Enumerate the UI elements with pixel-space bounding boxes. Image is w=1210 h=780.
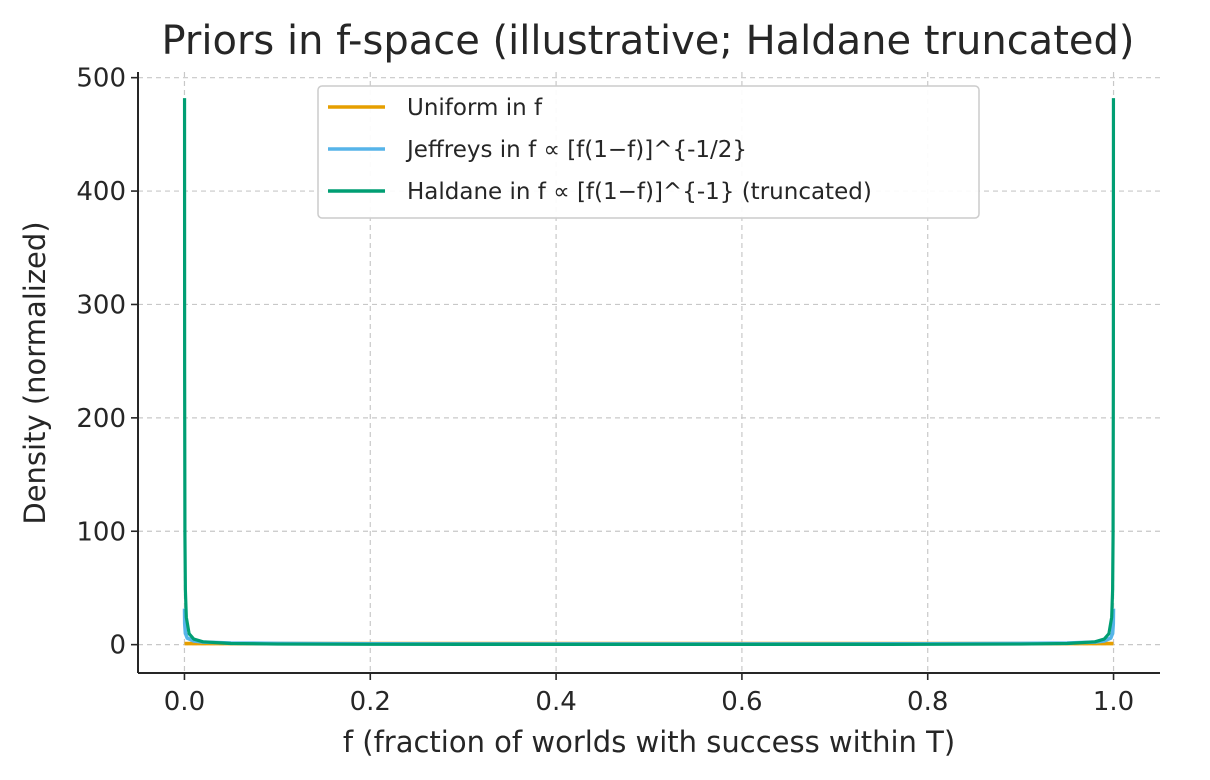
y-tick-label-2: 200 (76, 404, 126, 434)
x-tick-label-2: 0.4 (535, 687, 576, 717)
x-tick-label-4: 0.8 (907, 687, 948, 717)
x-tick-label-1: 0.2 (350, 687, 391, 717)
legend: Uniform in f Jeffreys in f ∝ [f(1−f)]^{-1… (317, 85, 980, 219)
legend-label-1: Jeffreys in f ∝ [f(1−f)]^{-1/2} (405, 137, 747, 163)
x-tick-label-5: 1.0 (1093, 687, 1134, 717)
chart-title: Priors in f-space (illustrative; Haldane… (162, 18, 1135, 64)
legend-box (317, 85, 980, 219)
x-tick-label-3: 0.6 (721, 687, 762, 717)
series-line-2 (182, 98, 1116, 647)
x-tick-label-0: 0.0 (164, 687, 205, 717)
y-tick-label-5: 500 (76, 64, 126, 94)
y-tick-label-1: 100 (76, 517, 126, 547)
plot-area (182, 98, 1116, 647)
y-tick-label-0: 0 (109, 631, 126, 661)
axes (137, 72, 1160, 674)
ticks: 0.0 0.2 0.4 0.6 0.8 1.0 0 100 200 300 400 500 (76, 64, 1134, 717)
x-axis-label: f (fraction of worlds with success withi… (343, 725, 955, 759)
y-axis-label: Density (normalized) (18, 221, 52, 524)
series-line-1 (182, 608, 1116, 646)
legend-label-0: Uniform in f (407, 95, 543, 121)
y-tick-label-3: 300 (76, 290, 126, 320)
legend-label-2: Haldane in f ∝ [f(1−f)]^{-1} (truncated) (407, 179, 872, 205)
y-tick-label-4: 400 (76, 177, 126, 207)
